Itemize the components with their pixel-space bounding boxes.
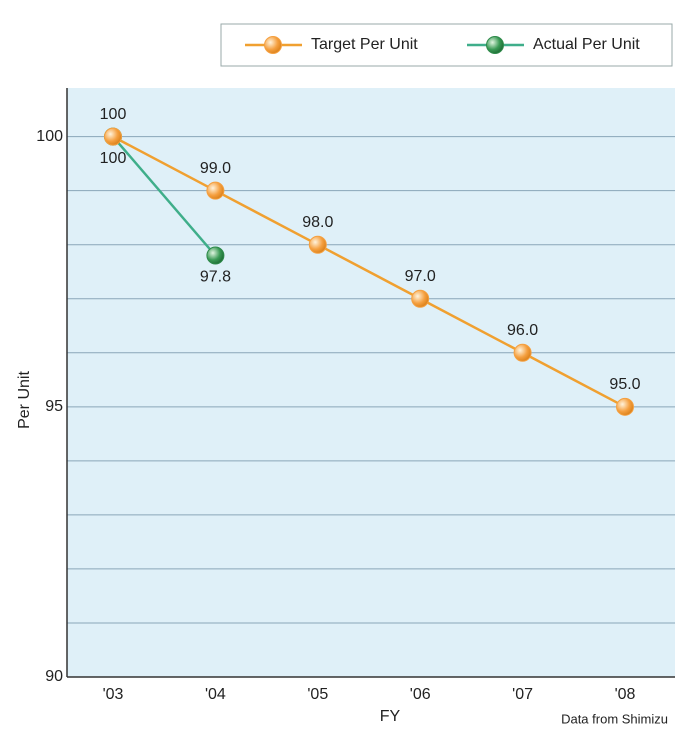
point-marker: [513, 343, 532, 362]
y-tick-label: 95: [45, 398, 63, 415]
data-label: 95.0: [609, 376, 640, 393]
legend-marker: [264, 36, 282, 54]
data-label: 100: [100, 106, 127, 123]
x-tick-label: '05: [307, 686, 328, 703]
y-tick-label: 100: [36, 128, 63, 145]
point-marker: [206, 181, 225, 200]
x-axis-label: FY: [380, 708, 401, 725]
point-marker: [616, 397, 634, 416]
data-label: 96.0: [507, 322, 538, 339]
legend-label: Target Per Unit: [311, 36, 418, 53]
x-tick-label: '03: [103, 686, 124, 703]
legend-label: Actual Per Unit: [533, 36, 640, 53]
x-tick-label: '07: [512, 686, 533, 703]
y-tick-label: 90: [45, 668, 63, 685]
series-line: [112, 135, 626, 408]
data-label: 98.0: [302, 214, 333, 231]
point-marker: [308, 235, 327, 254]
data-label: 99.0: [200, 160, 231, 177]
point-marker: [104, 127, 122, 146]
point-marker: [206, 246, 225, 265]
series-line: [112, 135, 217, 257]
data-label: 97.8: [200, 269, 231, 286]
y-axis-label: Per Unit: [16, 371, 33, 429]
data-label: 100: [100, 150, 127, 167]
x-tick-label: '04: [205, 686, 226, 703]
source-note: Data from Shimizu: [561, 711, 668, 726]
legend-marker: [486, 36, 504, 54]
point-marker: [411, 289, 430, 308]
x-tick-label: '06: [410, 686, 431, 703]
data-label: 97.0: [405, 268, 436, 285]
plot-area: [67, 88, 675, 677]
x-tick-label: '08: [615, 686, 636, 703]
